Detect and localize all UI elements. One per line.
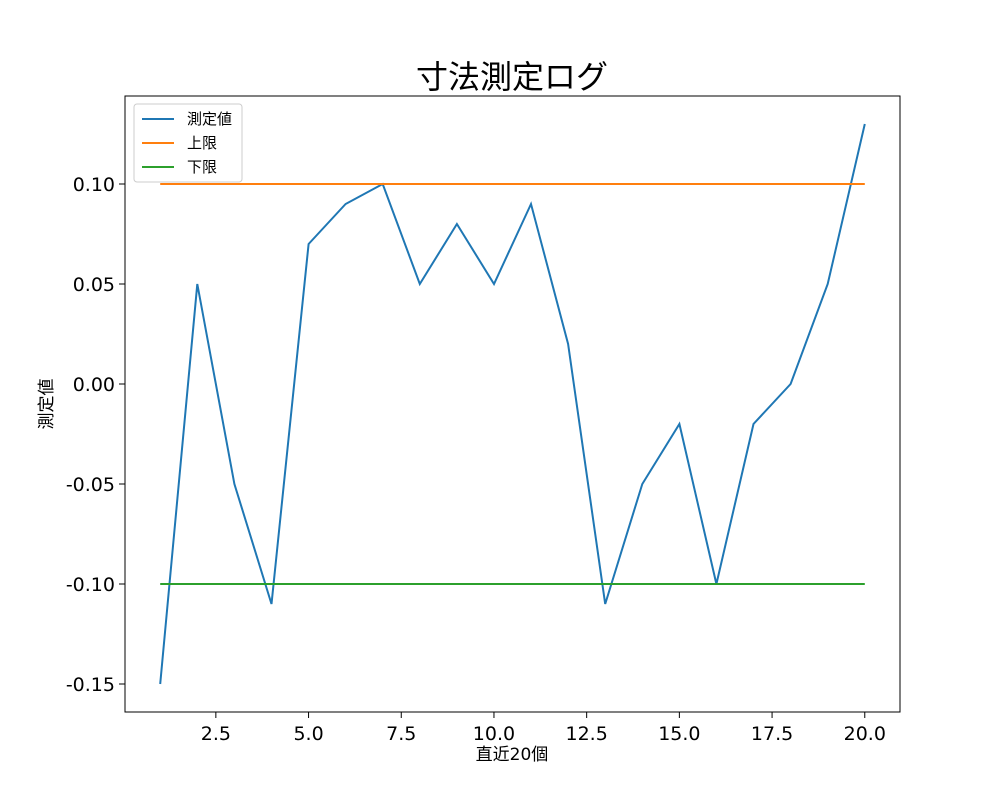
x-axis-label: 直近20個 xyxy=(476,745,549,765)
legend-label-0: 測定値 xyxy=(187,110,232,128)
y-tick-label: -0.15 xyxy=(66,674,115,696)
y-axis-label: 測定値 xyxy=(37,379,57,430)
y-tick-label: 0.05 xyxy=(73,274,115,296)
x-tick-label: 2.5 xyxy=(201,723,231,745)
y-tick-label: 0.10 xyxy=(73,174,115,196)
x-tick-label: 7.5 xyxy=(386,723,416,745)
y-tick-label: -0.10 xyxy=(66,574,115,596)
x-tick-label: 15.0 xyxy=(658,723,700,745)
x-tick-label: 20.0 xyxy=(844,723,886,745)
legend-label-1: 上限 xyxy=(187,134,217,152)
y-tick-label: -0.05 xyxy=(66,474,115,496)
x-tick-label: 12.5 xyxy=(566,723,608,745)
series-line-0 xyxy=(159,123,866,685)
legend-label-2: 下限 xyxy=(187,158,217,176)
chart-title: 寸法測定ログ xyxy=(416,58,608,96)
x-tick-label: 5.0 xyxy=(293,723,323,745)
plot-frame xyxy=(124,95,901,713)
legend-box xyxy=(133,103,243,183)
x-tick-label: 17.5 xyxy=(751,723,793,745)
x-tick-label: 10.0 xyxy=(473,723,515,745)
y-tick-label: 0.00 xyxy=(73,374,115,396)
